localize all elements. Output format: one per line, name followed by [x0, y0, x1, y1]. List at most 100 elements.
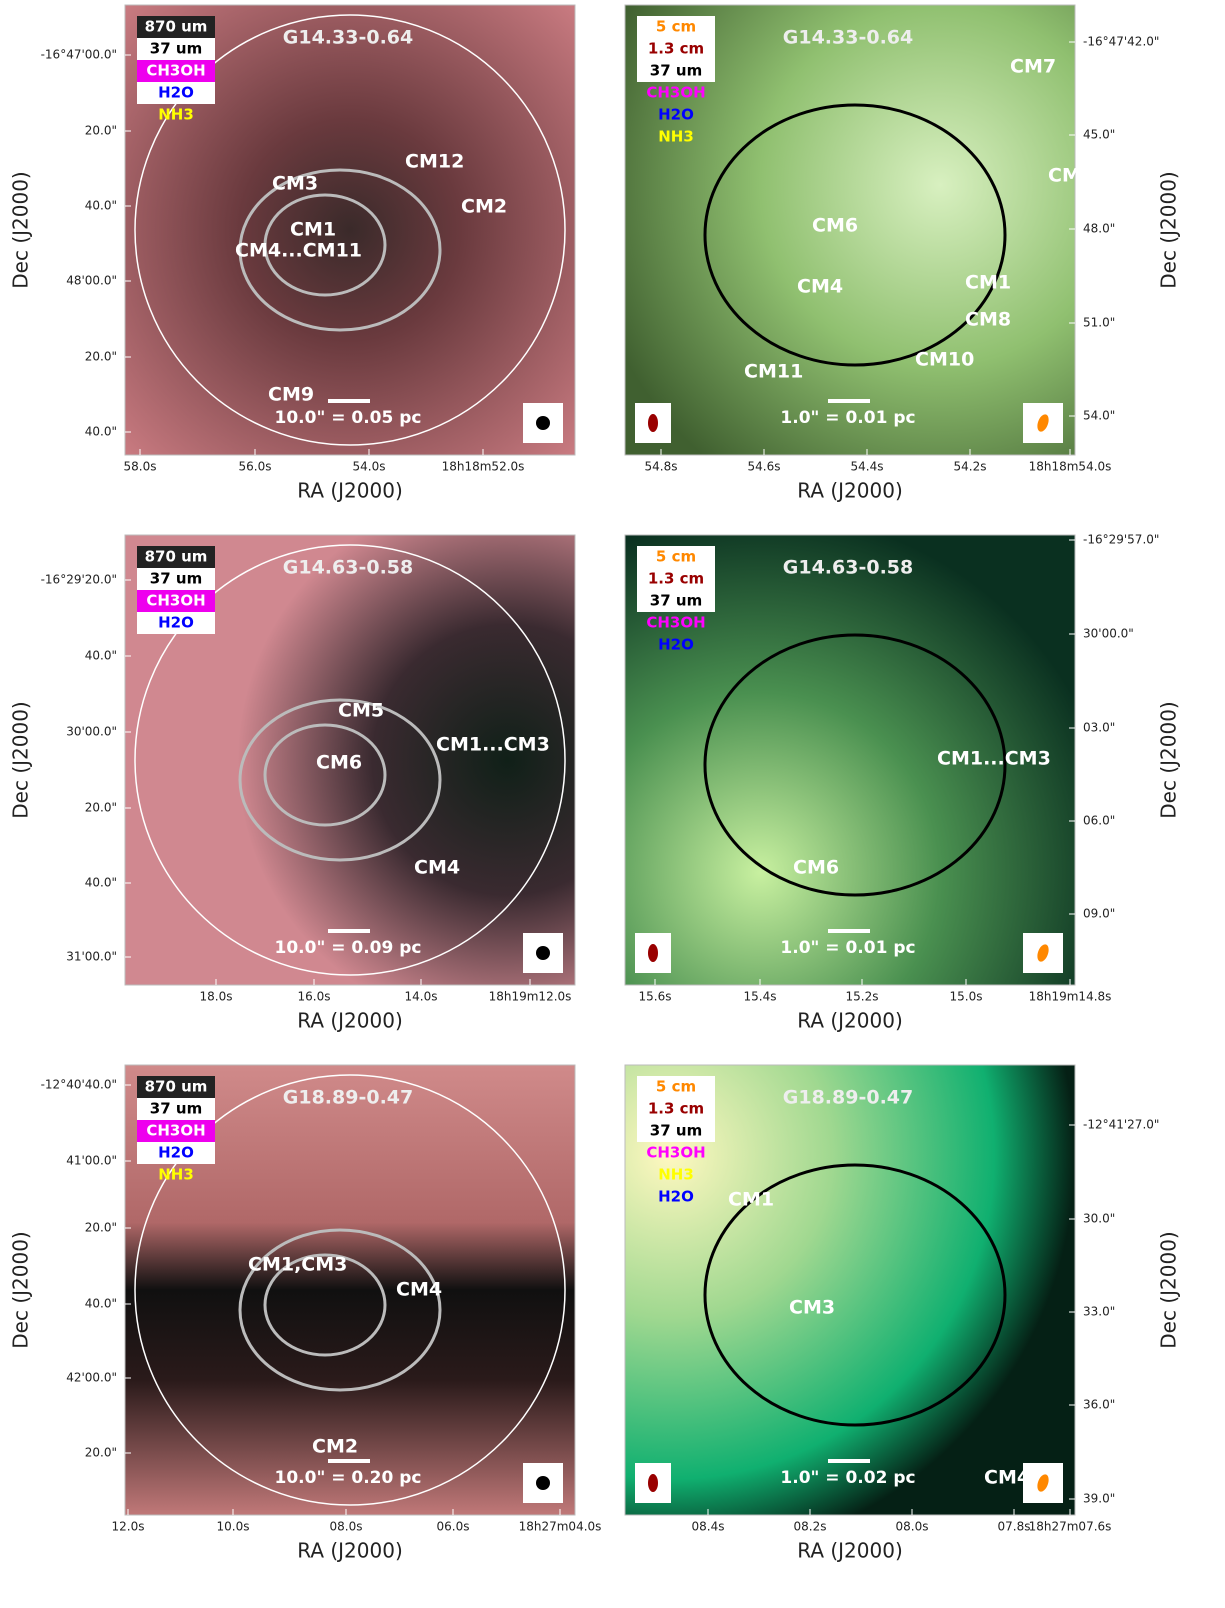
scale-label: 1.0" = 0.02 pc — [780, 1468, 915, 1488]
beam — [648, 944, 658, 962]
y-axis-label: Dec (J2000) — [1157, 171, 1181, 288]
legend-entry: NH3 — [158, 106, 194, 124]
legend-entry: NH3 — [658, 128, 694, 146]
source-label: CM6 — [793, 857, 839, 879]
y-tick-label: 48'00.0" — [66, 274, 117, 288]
legend-entry: H2O — [658, 636, 694, 654]
source-label: CM4 — [396, 1279, 442, 1301]
x-tick-label: 54.0s — [353, 460, 386, 474]
source-label: CM2 — [312, 1436, 358, 1458]
y-axis-label: Dec (J2000) — [9, 1231, 33, 1348]
panel-title: G14.33-0.64 — [283, 27, 413, 49]
legend-entry: 1.3 cm — [648, 40, 704, 58]
x-tick-label: 06.0s — [437, 1520, 470, 1534]
legend-entry: CH3OH — [646, 614, 705, 632]
legend-entry: H2O — [658, 1188, 694, 1206]
x-tick-label: 18h18m54.0s — [1029, 460, 1112, 474]
source-label: CM2 — [461, 196, 507, 218]
x-tick-label: 18.0s — [200, 990, 233, 1004]
y-tick-label: 40.0" — [85, 1297, 117, 1311]
source-label: CM3 — [272, 173, 318, 195]
legend-entry: 5 cm — [656, 548, 696, 566]
y-tick-label: 45.0" — [1083, 128, 1115, 142]
legend-entry: NH3 — [658, 1166, 694, 1184]
x-tick-label: 15.0s — [950, 990, 983, 1004]
legend-entry: CH3OH — [146, 1122, 205, 1140]
source-label: CM7 — [1010, 56, 1056, 78]
panel-title: G14.63-0.58 — [283, 557, 413, 579]
y-tick-label: 54.0" — [1083, 409, 1115, 423]
legend-entry: 870 um — [145, 18, 208, 36]
y-tick-label: 33.0" — [1083, 1305, 1115, 1319]
legend-entry: 37 um — [650, 592, 702, 610]
x-axis-label: RA (J2000) — [297, 1009, 403, 1033]
x-tick-label: 54.6s — [748, 460, 781, 474]
y-axis-label: Dec (J2000) — [1157, 701, 1181, 818]
scale-label: 1.0" = 0.01 pc — [780, 938, 915, 958]
y-tick-label: 20.0" — [85, 350, 117, 364]
panel-title: G18.89-0.47 — [283, 1087, 413, 1109]
y-tick-label: 30'00.0" — [66, 725, 117, 739]
x-tick-label: 07.8s — [998, 1520, 1031, 1534]
y-axis-label: Dec (J2000) — [9, 701, 33, 818]
source-label: CM5 — [1048, 165, 1094, 187]
legend-entry: 37 um — [650, 62, 702, 80]
source-label: CM1 — [290, 219, 336, 241]
legend-entry: 1.3 cm — [648, 1100, 704, 1118]
scale-label: 10.0" = 0.20 pc — [275, 1468, 422, 1488]
x-tick-label: 16.0s — [298, 990, 331, 1004]
y-tick-label: -16°29'20.0" — [41, 573, 117, 587]
x-tick-label: 15.4s — [744, 990, 777, 1004]
x-tick-label: 14.0s — [405, 990, 438, 1004]
source-label: CM12 — [405, 151, 464, 173]
legend-entry: 37 um — [650, 1122, 702, 1140]
legend-entry: H2O — [158, 84, 194, 102]
legend-entry: H2O — [158, 1144, 194, 1162]
x-tick-label: 08.0s — [896, 1520, 929, 1534]
panel: G18.89-0.475 cm1.3 cm37 umCH3OHNH3H2OCM1… — [625, 1065, 1181, 1563]
x-tick-label: 15.6s — [639, 990, 672, 1004]
panel: G14.33-0.64870 um37 umCH3OHH2ONH3CM12CM3… — [9, 5, 576, 503]
source-label: CM4 — [984, 1467, 1030, 1489]
y-tick-label: 03.0" — [1083, 721, 1115, 735]
y-tick-label: 40.0" — [85, 876, 117, 890]
y-tick-label: 09.0" — [1083, 907, 1115, 921]
source-label: CM1...CM3 — [436, 734, 550, 756]
y-tick-label: -12°41'27.0" — [1083, 1118, 1159, 1132]
legend-entry: CH3OH — [146, 62, 205, 80]
legend-entry: CH3OH — [646, 1144, 705, 1162]
x-tick-label: 58.0s — [124, 460, 157, 474]
y-tick-label: 30'00.0" — [1083, 627, 1134, 641]
x-tick-label: 08.4s — [692, 1520, 725, 1534]
legend-entry: H2O — [658, 106, 694, 124]
panel-title: G14.33-0.64 — [783, 27, 913, 49]
x-tick-label: 54.4s — [851, 460, 884, 474]
legend-entry: 5 cm — [656, 1078, 696, 1096]
x-axis-label: RA (J2000) — [297, 1539, 403, 1563]
source-label: CM1,CM3 — [248, 1254, 347, 1276]
x-tick-label: 18h27m04.0s — [519, 1520, 602, 1534]
y-tick-label: 36.0" — [1083, 1398, 1115, 1412]
source-label: CM8 — [965, 309, 1011, 331]
panel: G14.63-0.585 cm1.3 cm37 umCH3OHH2OCM1...… — [625, 533, 1181, 1033]
y-tick-label: -16°47'42.0" — [1083, 35, 1159, 49]
y-tick-label: 48.0" — [1083, 222, 1115, 236]
legend-entry: H2O — [158, 614, 194, 632]
scale-label: 1.0" = 0.01 pc — [780, 408, 915, 428]
legend-entry: 870 um — [145, 1078, 208, 1096]
legend-entry: CH3OH — [146, 592, 205, 610]
source-label: CM11 — [744, 361, 803, 383]
x-tick-label: 15.2s — [846, 990, 879, 1004]
source-label: CM4 — [414, 857, 460, 879]
source-label: CM3 — [789, 1297, 835, 1319]
x-tick-label: 18h19m14.8s — [1029, 990, 1112, 1004]
y-tick-label: -16°47'00.0" — [41, 48, 117, 62]
source-label: CM6 — [316, 752, 362, 774]
y-tick-label: 06.0" — [1083, 814, 1115, 828]
legend-entry: CH3OH — [646, 84, 705, 102]
panel-title: G18.89-0.47 — [783, 1087, 913, 1109]
y-tick-label: 30.0" — [1083, 1212, 1115, 1226]
x-axis-label: RA (J2000) — [797, 1009, 903, 1033]
